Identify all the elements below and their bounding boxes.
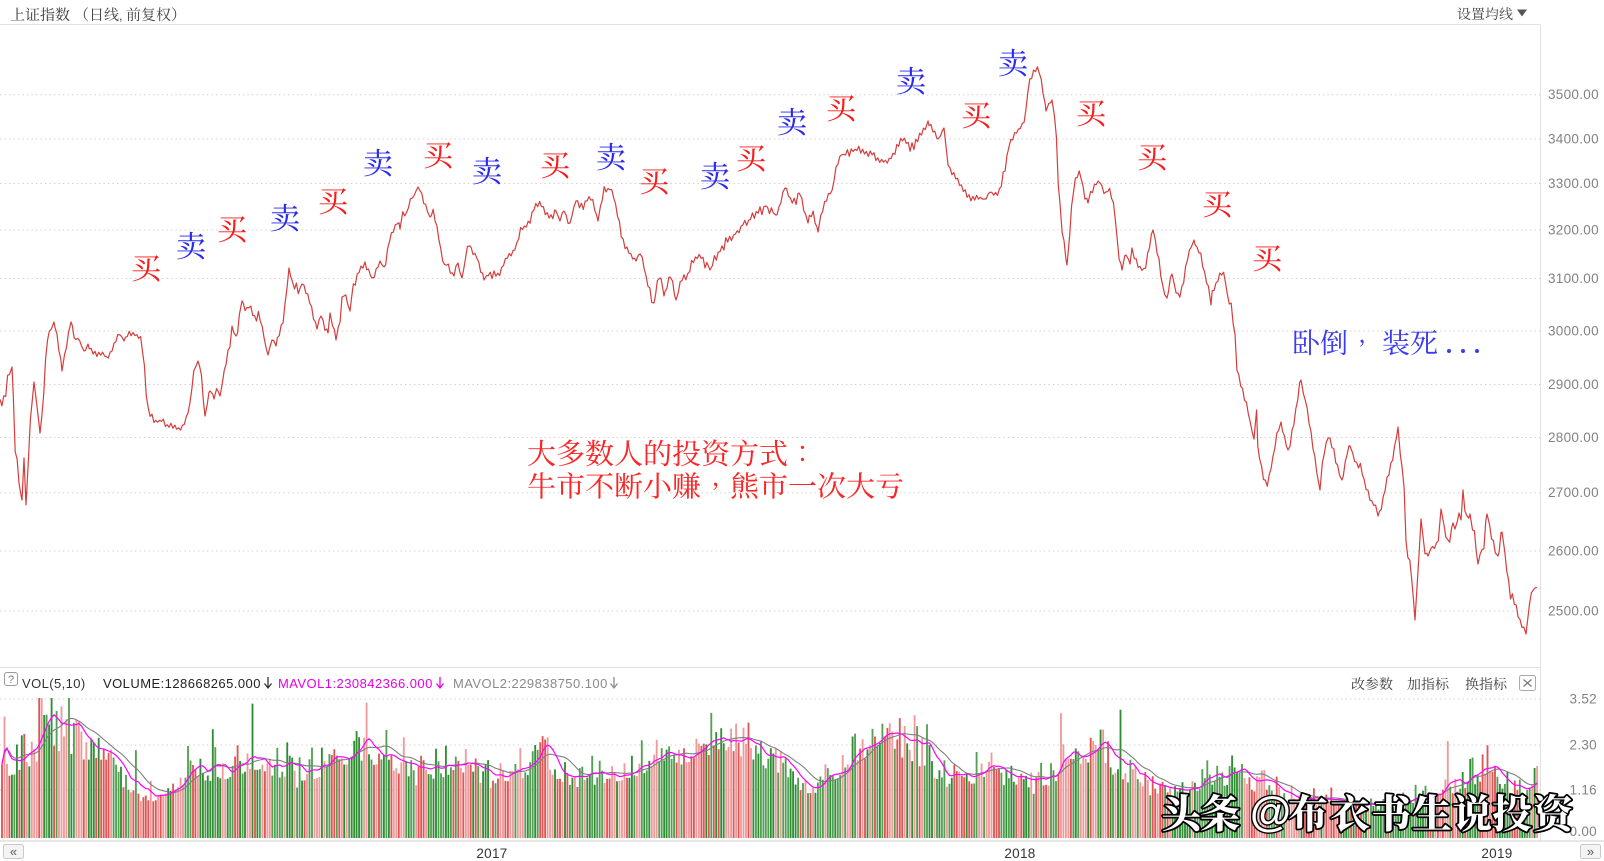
svg-text:2017: 2017 — [476, 846, 507, 861]
svg-text:2800.00: 2800.00 — [1548, 430, 1599, 445]
svg-text:2019: 2019 — [1481, 846, 1512, 861]
svg-text:@: @ — [1250, 788, 1291, 835]
svg-text:»: » — [1587, 844, 1594, 859]
svg-text:0.00: 0.00 — [1570, 824, 1597, 839]
svg-text:«: « — [10, 844, 17, 859]
svg-text:2900.00: 2900.00 — [1548, 377, 1599, 392]
svg-text:,: , — [119, 8, 123, 23]
svg-text:3200.00: 3200.00 — [1548, 223, 1599, 238]
svg-text:1.16: 1.16 — [1570, 783, 1597, 798]
svg-text:VOLUME:128668265.000: VOLUME:128668265.000 — [103, 676, 261, 691]
svg-text:2500.00: 2500.00 — [1548, 604, 1599, 619]
svg-text:3000.00: 3000.00 — [1548, 324, 1599, 339]
svg-text:2700.00: 2700.00 — [1548, 485, 1599, 500]
svg-text:3400.00: 3400.00 — [1548, 132, 1599, 147]
svg-text:2600.00: 2600.00 — [1548, 544, 1599, 559]
svg-text:MAVOL2:229838750.100: MAVOL2:229838750.100 — [453, 676, 608, 691]
svg-text:2018: 2018 — [1004, 846, 1035, 861]
svg-text:3500.00: 3500.00 — [1548, 87, 1599, 102]
svg-text:VOL(5,10): VOL(5,10) — [22, 676, 86, 691]
svg-text:3100.00: 3100.00 — [1548, 271, 1599, 286]
svg-text:MAVOL1:230842366.000: MAVOL1:230842366.000 — [278, 676, 433, 691]
svg-text:3.52: 3.52 — [1570, 692, 1597, 707]
svg-text:?: ? — [8, 674, 14, 686]
svg-text:2.30: 2.30 — [1570, 738, 1597, 753]
svg-text:3300.00: 3300.00 — [1548, 176, 1599, 191]
